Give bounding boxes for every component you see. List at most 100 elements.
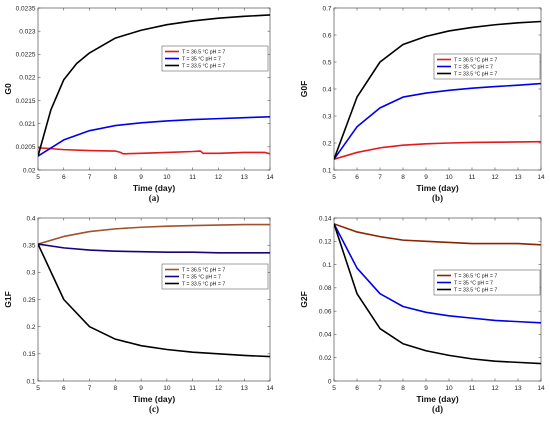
panel-caption: (a) [149, 193, 160, 203]
x-tick-label: 9 [424, 174, 428, 181]
x-tick-label: 11 [189, 174, 196, 181]
y-tick-label: 0.1 [322, 262, 331, 269]
legend-entry: T = 36.5 °C pH = 7 [454, 57, 497, 63]
series-line-3 [334, 20, 541, 160]
plot-area [333, 7, 542, 171]
y-tick-label: 0.14 [319, 215, 332, 222]
chart-panel-2: 5 6 7 8 9 10 11 12 13 14 0.1 0.2 0.3 0.4 0.5 0.6 0.7 Time… [299, 5, 545, 203]
plot-area [37, 217, 271, 382]
y-tick-label: 0.12 [319, 239, 332, 246]
y-tick-label: 0.06 [319, 308, 332, 315]
x-tick-label: 6 [355, 174, 359, 181]
x-tick-label: 11 [469, 174, 476, 181]
x-tick-label: 6 [355, 385, 359, 392]
y-tick-label: 0.0205 [16, 144, 36, 151]
x-tick-label: 9 [139, 174, 143, 181]
legend-box [161, 263, 269, 290]
x-tick-label: 12 [491, 385, 499, 392]
x-tick-label: 5 [332, 385, 336, 392]
x-tick-label: 6 [62, 385, 66, 392]
legend-entry: T = 33.5 °C pH = 7 [454, 71, 497, 77]
series-line-1 [38, 146, 270, 155]
x-tick-label: 5 [36, 385, 40, 392]
legend-entry: T = 35 °C pH = 7 [182, 274, 221, 280]
x-tick-label: 7 [378, 174, 382, 181]
y-axis-label: G0F [299, 81, 309, 98]
chart-panel-3: 5 6 7 8 9 10 11 12 13 14 0.1 0.15 0.2 0.25 0.3 0.35 0.4 T… [3, 215, 274, 414]
x-tick-label: 8 [114, 174, 118, 181]
x-tick-label: 8 [401, 174, 405, 181]
chart-panel-4: 5 6 7 8 9 10 11 12 13 14 0 0.02 0.04 0.06 0.08 0.1 0.12 0… [299, 215, 545, 414]
series-line-2 [334, 223, 541, 324]
y-axis-label: G2F [299, 291, 309, 308]
y-tick-label: 0.25 [23, 297, 36, 304]
series-line-2 [38, 115, 270, 157]
y-tick-label: 0.4 [26, 215, 35, 222]
y-tick-label: 0.7 [322, 5, 331, 12]
y-tick-label: 0.0215 [16, 98, 36, 105]
y-tick-label: 0.021 [19, 121, 36, 128]
legend-entry: T = 36.5 °C pH = 7 [182, 49, 225, 55]
y-tick-label: 0.0235 [16, 5, 36, 12]
x-tick-label: 11 [469, 385, 476, 392]
y-tick-label: 0.1 [322, 167, 331, 174]
panel-caption: (c) [149, 404, 159, 414]
y-tick-label: 0.4 [322, 86, 331, 93]
x-axis-label: Time (day) [416, 394, 459, 404]
y-tick-label: 0.2 [26, 324, 35, 331]
x-tick-label: 10 [163, 174, 171, 181]
y-tick-label: 0.022 [19, 75, 36, 82]
y-tick-label: 0.0225 [16, 52, 36, 59]
x-tick-label: 9 [424, 385, 428, 392]
y-tick-label: 0.35 [23, 242, 36, 249]
series-line-3 [334, 223, 541, 365]
y-tick-label: 0.3 [322, 113, 331, 120]
y-tick-label: 0.02 [319, 355, 332, 362]
series-line-1 [334, 140, 541, 160]
y-tick-label: 0.04 [319, 332, 332, 339]
y-tick-label: 0.023 [19, 28, 36, 35]
y-axis-label: G0 [3, 83, 13, 95]
x-tick-label: 13 [514, 385, 522, 392]
x-tick-label: 10 [445, 385, 453, 392]
y-tick-label: 0.1 [26, 378, 35, 385]
x-tick-label: 9 [139, 385, 143, 392]
legend-entry: T = 33.5 °C pH = 7 [182, 63, 225, 69]
x-tick-label: 12 [491, 174, 499, 181]
series-line-1 [38, 223, 270, 245]
legend-box [433, 269, 541, 296]
series-line-2 [38, 243, 270, 254]
x-tick-label: 7 [88, 174, 92, 181]
x-tick-label: 8 [401, 385, 405, 392]
x-tick-label: 5 [332, 174, 336, 181]
x-tick-label: 12 [215, 385, 223, 392]
legend-entry: T = 33.5 °C pH = 7 [182, 281, 225, 287]
legend-box [433, 53, 541, 80]
legend-box [161, 45, 269, 72]
y-tick-label: 0.2 [322, 140, 331, 147]
y-tick-label: 0.02 [23, 167, 36, 174]
legend-entry: T = 35 °C pH = 7 [454, 64, 493, 70]
series-line-3 [38, 14, 270, 157]
x-tick-label: 6 [62, 174, 66, 181]
x-tick-label: 12 [215, 174, 223, 181]
y-tick-label: 0.6 [322, 32, 331, 39]
chart-panel-1: 5 6 7 8 9 10 11 12 13 14 0.02 0.0205 0.021 0.0215 0.02… [3, 5, 274, 203]
x-tick-label: 14 [537, 174, 545, 181]
series-line-1 [334, 223, 541, 246]
y-tick-label: 0.15 [23, 351, 36, 358]
x-tick-label: 13 [241, 385, 249, 392]
panel-caption: (b) [432, 193, 443, 203]
legend-entry: T = 36.5 °C pH = 7 [182, 267, 225, 273]
y-tick-label: 0 [328, 378, 332, 385]
legend-entry: T = 35 °C pH = 7 [454, 280, 493, 286]
legend-entry: T = 33.5 °C pH = 7 [454, 287, 497, 293]
plot-area [37, 7, 271, 171]
y-tick-label: 0.3 [26, 270, 35, 277]
x-tick-label: 14 [537, 385, 545, 392]
x-axis-label: Time (day) [133, 394, 176, 404]
x-tick-label: 8 [114, 385, 118, 392]
y-axis-label: G1F [3, 291, 13, 308]
panel-caption: (d) [432, 404, 443, 414]
